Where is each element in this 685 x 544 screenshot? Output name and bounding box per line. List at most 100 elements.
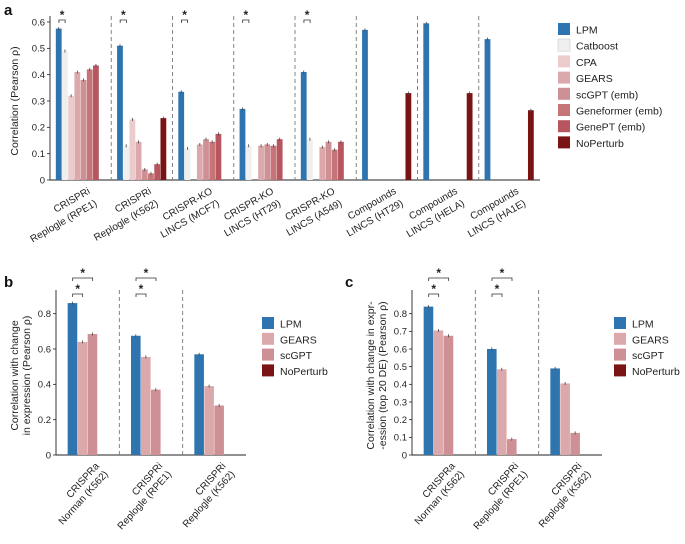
chart-a: 0 0.1 0.2 0.3 0.4 0.5 0.6 Correlation (Pearson …: [9, 8, 662, 245]
y-tick-label: 0.3: [32, 96, 45, 107]
bar-lpm: [55, 28, 62, 181]
y-tick-label: 0.8: [38, 309, 51, 320]
significance-star: *: [144, 266, 149, 280]
legend-label: GEARS: [280, 334, 317, 346]
y-tick-label: 0.8: [394, 309, 407, 320]
significance-star: *: [75, 282, 80, 296]
panel-label-b: b: [4, 274, 13, 291]
y-tick-label: 0: [46, 450, 51, 461]
legend-swatch: [262, 317, 274, 329]
bar-genept-emb-: [338, 141, 344, 180]
legend-swatch: [614, 317, 626, 329]
x-tick-label: CRISPR-KOLINCS (A549): [278, 186, 345, 239]
significance-star: *: [80, 266, 85, 280]
bar-scgpt: [214, 405, 224, 455]
x-tick-label: CRISPRiReplogle (RPE1): [463, 461, 530, 532]
significance-bracket: [491, 293, 503, 297]
bar-geneformer-emb-: [86, 69, 93, 180]
bar-geneformer-emb-: [331, 149, 338, 180]
y-tick-label: 0: [40, 175, 45, 186]
x-tick-label: CRISPR-KOLINCS (HT29): [216, 186, 284, 239]
legend-swatch: [262, 364, 274, 377]
significance-bracket: [428, 277, 450, 281]
bar-noperturb: [405, 93, 412, 180]
significance-bracket: [181, 19, 189, 23]
panel-label-a: a: [4, 2, 13, 19]
legend-label: GenePT (emb): [576, 122, 645, 134]
legend-swatch: [558, 87, 570, 100]
bar-lpm: [131, 335, 141, 455]
y-tick-label: 0.7: [394, 327, 407, 338]
bar-gears: [258, 145, 264, 180]
y-tick-label: 0.2: [38, 415, 51, 426]
significance-bracket: [491, 277, 513, 281]
bar-catboost: [62, 50, 68, 180]
y-tick-label: 0.1: [32, 149, 45, 160]
bar-lpm: [423, 306, 434, 455]
y-axis-label: Correlation with change: [9, 320, 21, 430]
x-tick-label: CRISPRaNorman (K562): [48, 461, 111, 528]
legend-swatch: [558, 23, 570, 35]
y-tick-label: 0.6: [32, 17, 45, 28]
bar-lpm: [550, 368, 560, 455]
y-tick-label: 0.4: [394, 380, 407, 391]
x-tick-label: CRISPRiReplogle (K562): [528, 461, 593, 530]
legend-swatch: [558, 120, 570, 133]
bar-lpm: [194, 354, 204, 455]
y-axis-label: in expression (Pearson ρ): [21, 316, 33, 436]
bar-lpm: [67, 303, 78, 455]
significance-bracket: [135, 277, 157, 281]
y-tick-label: 0.6: [394, 344, 407, 355]
bar-noperturb: [160, 118, 167, 180]
bar-noperturb: [466, 93, 473, 180]
y-tick-label: 0.2: [32, 123, 45, 134]
legend-label: LPM: [280, 319, 302, 331]
significance-bracket: [135, 293, 147, 297]
legend-label: NoPerturb: [576, 138, 624, 150]
legend-swatch: [262, 332, 274, 345]
bar-gears: [433, 330, 444, 455]
legend-swatch: [557, 38, 571, 52]
bar-scgpt-emb-: [80, 79, 87, 180]
chart-c: 0 0.1 0.2 0.3 0.4 0.5 0.6 0.7 0.8 Correlation wit…: [365, 266, 680, 532]
bar-scgpt-emb-: [325, 141, 332, 180]
bar-lpm: [362, 29, 368, 181]
bar-scgpt-emb-: [203, 139, 209, 180]
bar-catboost: [245, 145, 252, 180]
panel-label-c: c: [345, 274, 353, 291]
bar-catboost: [184, 148, 191, 180]
y-tick-label: 0.3: [394, 397, 407, 408]
bar-gears: [74, 72, 81, 180]
significance-bracket: [72, 277, 94, 281]
legend-label: LPM: [576, 25, 598, 37]
bar-scgpt: [87, 333, 98, 455]
bar-lpm: [178, 91, 185, 180]
bar-genept-emb-: [276, 139, 283, 180]
y-tick-label: 0.6: [38, 344, 51, 355]
significance-star: *: [139, 282, 144, 296]
legend-label: scGPT: [280, 350, 313, 362]
bar-catboost: [123, 145, 130, 180]
bar-lpm: [239, 108, 246, 180]
x-tick-label: CompoundsLINCS (HA1E): [459, 186, 528, 240]
significance-bracket: [58, 19, 66, 23]
y-tick-label: 0.4: [32, 70, 45, 81]
y-axis-label: -ession (top 20 DE) (Pearson ρ): [377, 301, 389, 449]
bar-gears: [77, 341, 88, 455]
bar-geneformer-emb-: [148, 173, 154, 180]
bar-gears: [196, 144, 203, 180]
bar-catboost: [307, 139, 313, 180]
significance-bracket: [119, 19, 127, 23]
y-tick-label: 0.1: [394, 433, 407, 444]
significance-star: *: [500, 266, 505, 280]
bar-lpm: [484, 39, 491, 180]
bar-geneformer-emb-: [270, 145, 277, 180]
x-tick-label: CRISPRaNorman (K562): [404, 461, 467, 528]
legend-label: Catboost: [576, 41, 618, 53]
significance-star: *: [436, 266, 441, 280]
y-tick-label: 0.5: [32, 44, 45, 55]
significance-star: *: [182, 8, 187, 22]
significance-bracket: [303, 19, 311, 23]
bar-scgpt: [507, 439, 517, 455]
legend-swatch: [558, 136, 570, 149]
